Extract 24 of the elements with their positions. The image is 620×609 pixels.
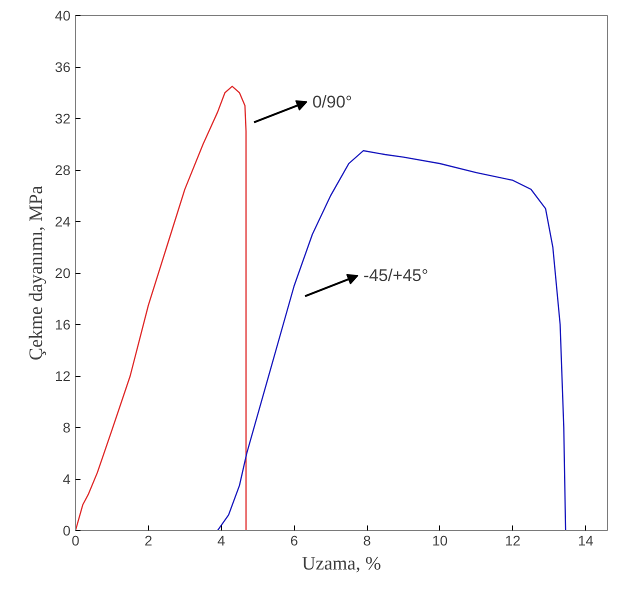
x-tick-label: 4 [217, 532, 226, 548]
y-tick-label: 40 [54, 8, 71, 24]
y-tick-label: 4 [62, 471, 71, 487]
y-axis-title: Çekme dayanımı, MPa [26, 185, 47, 360]
y-tick-label: 16 [54, 316, 71, 332]
y-tick-label: 20 [54, 265, 71, 281]
y-tick-label: 8 [62, 420, 71, 436]
y-tick-label: 12 [54, 368, 71, 384]
x-tick-label: 6 [290, 532, 298, 548]
x-tick-label: 8 [363, 532, 372, 548]
y-tick-label: 24 [54, 214, 71, 230]
annotation: -45/+45° [363, 266, 428, 286]
x-tick-label: 2 [144, 532, 152, 548]
annotation: 0/90° [312, 92, 352, 112]
y-tick-label: 36 [54, 59, 71, 75]
y-tick-label: 0 [62, 522, 71, 538]
x-tick-label: 12 [504, 532, 521, 548]
y-tick-label: 32 [54, 110, 71, 126]
x-axis-title: Uzama, % [302, 554, 382, 574]
x-tick-label: 14 [578, 532, 594, 548]
line-series [216, 150, 566, 530]
x-tick-label: 10 [432, 532, 448, 548]
y-tick-label: 28 [54, 162, 71, 178]
line-series [76, 86, 247, 530]
